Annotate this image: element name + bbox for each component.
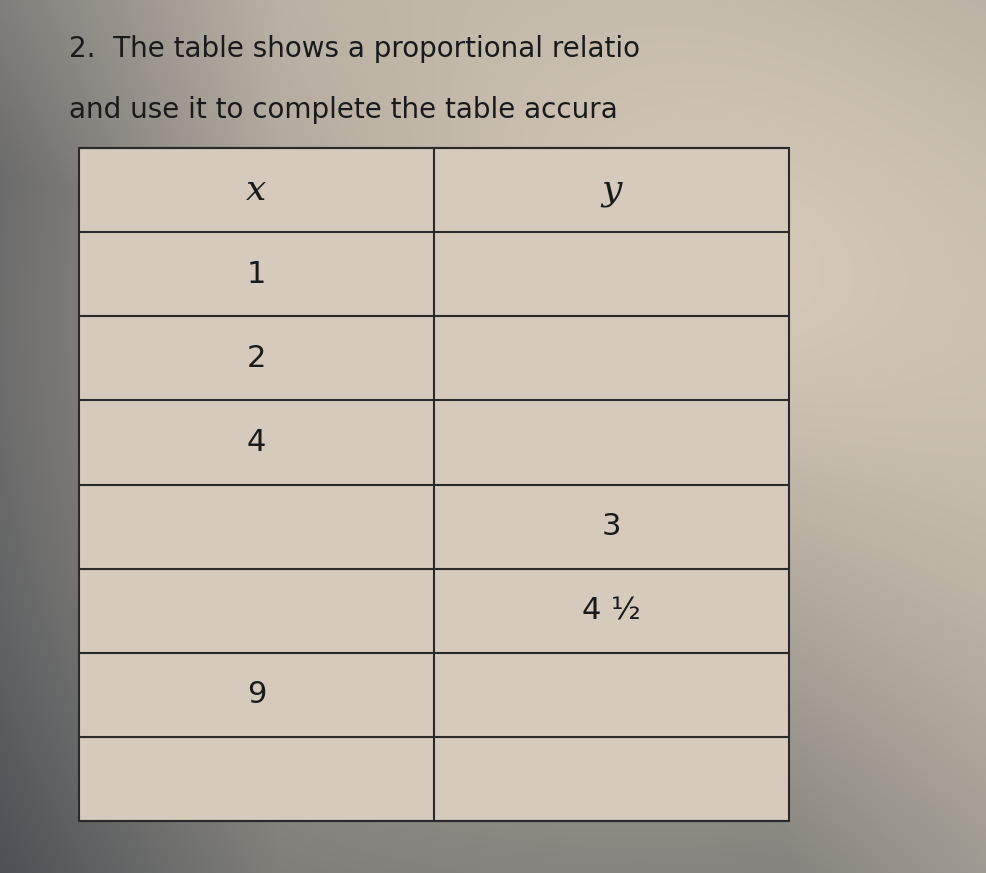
Text: and use it to complete the table accura: and use it to complete the table accura — [69, 96, 618, 124]
Text: 2: 2 — [246, 344, 266, 373]
Bar — [79, 148, 789, 821]
Text: 2.  The table shows a proportional relatio: 2. The table shows a proportional relati… — [69, 35, 640, 63]
Text: 1: 1 — [246, 260, 266, 289]
Text: y: y — [601, 174, 621, 208]
Text: 4: 4 — [246, 428, 266, 457]
Text: 9: 9 — [246, 680, 266, 709]
Text: 4 ½: 4 ½ — [582, 596, 641, 625]
Text: x: x — [246, 174, 266, 208]
Text: 3: 3 — [601, 512, 621, 541]
